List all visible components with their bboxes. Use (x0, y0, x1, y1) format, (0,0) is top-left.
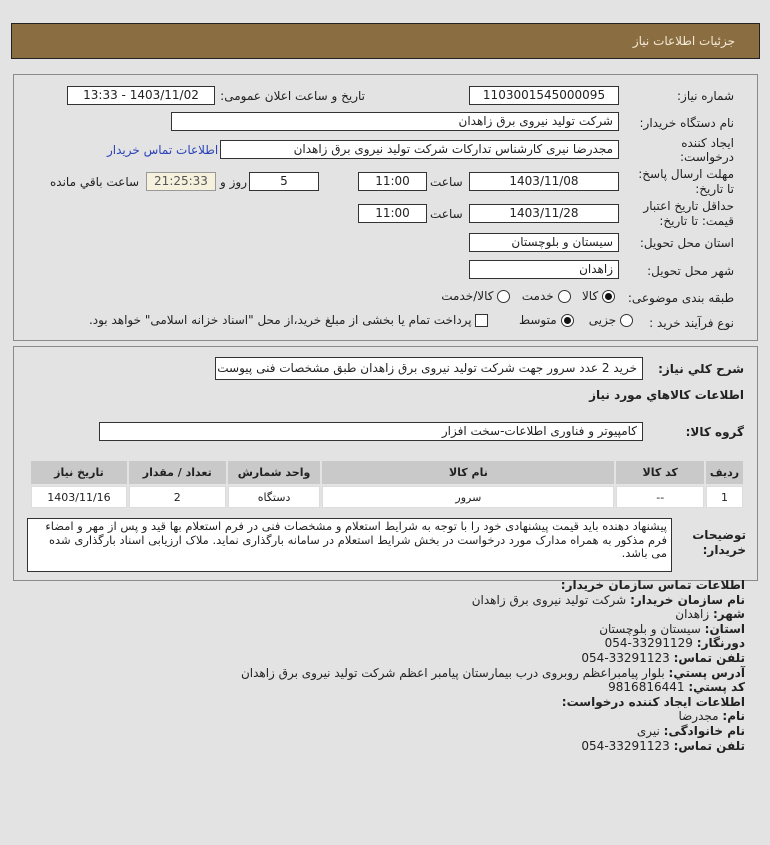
col-unit: واحد شمارش (227, 461, 321, 484)
buyer-contact-link[interactable]: اطلاعات تماس خریدار (107, 143, 219, 157)
validity-date-field[interactable]: 1403/11/28 (469, 204, 619, 223)
cell-qty: 2 (128, 486, 226, 508)
validity-time-label: ساعت (430, 207, 463, 221)
goods-table: ردیف کد کالا نام کالا واحد شمارش تعداد /… (29, 459, 745, 510)
category-goods-radio[interactable] (602, 290, 615, 303)
category-radio-group: کالا خدمت کالا/خدمت (441, 289, 615, 303)
cell-unit: دستگاه (227, 486, 321, 508)
remaining-label: ساعت باقي مانده (50, 175, 140, 189)
col-date: تاریخ نیاز (31, 461, 127, 484)
deadline-label: مهلت ارسال پاسخ: تا تاریخ: (638, 167, 734, 196)
process-label: نوع فرآیند خرید : (649, 316, 734, 330)
announce-field[interactable]: 1403/11/02 - 13:33 (67, 86, 215, 105)
province-field[interactable]: سیستان و بلوچستان (469, 233, 619, 252)
goods-heading: اطلاعات کالاهاي مورد نياز (589, 388, 744, 402)
city-label: شهر: (713, 607, 745, 622)
fax-value: 33291129-054 (604, 636, 693, 651)
notes-label: توضیحات خریدار: (692, 528, 746, 557)
province-value: سیستان و بلوچستان (599, 621, 701, 636)
city-value: زاهدان (675, 607, 710, 622)
address-label: آدرس پستي: (668, 665, 745, 680)
cell-name: سرور (322, 486, 615, 508)
validity-time-field[interactable]: 11:00 (358, 204, 427, 223)
announce-label: تاریخ و ساعت اعلان عمومی: (220, 89, 365, 103)
name-value: مجدرضا (678, 709, 719, 724)
city-field[interactable]: زاهدان (469, 260, 619, 279)
buyer-notes: پیشنهاد دهنده باید قیمت پیشنهادی خود را … (27, 518, 672, 572)
phone-label: تلفن تماس: (673, 650, 745, 665)
summary-field[interactable]: خرید 2 عدد سرور جهت شرکت تولید نیروی برق… (215, 357, 643, 380)
need-number-label: شماره نیاز: (677, 89, 734, 103)
deadline-time-label: ساعت (430, 175, 463, 189)
col-row: ردیف (706, 461, 743, 484)
org-value: شرکت تولید نیروی برق زاهدان (471, 592, 627, 607)
page-header: جزئیات اطلاعات نیاز (11, 23, 760, 59)
buyer-label: نام دستگاه خریدار: (639, 116, 735, 130)
postal-label: کد پستي: (688, 680, 745, 695)
cell-date: 1403/11/16 (31, 486, 127, 508)
creator-field[interactable]: مجدرضا نیری کارشناس تدارکات شرکت تولید ن… (220, 140, 619, 159)
name-label: نام: (722, 709, 745, 724)
process-minor-radio[interactable] (620, 314, 633, 327)
creator-heading: اطلاعات ایجاد کننده درخواست: (561, 694, 745, 709)
buyer-contact-info: اطلاعات تماس سازمان خریدار: نام سازمان خ… (241, 578, 745, 753)
buyer-field[interactable]: شرکت تولید نیروی برق زاهدان (171, 112, 619, 131)
remaining-time-field: 21:25:33 (146, 172, 216, 191)
treasury-payment-checkbox[interactable] (475, 314, 489, 327)
treasury-payment-label: پرداخت تمام یا بخشی از مبلغ خرید،از محل … (88, 313, 472, 327)
phone-value: 33291123-054 (581, 650, 670, 665)
category-goods-service-radio[interactable] (497, 290, 511, 303)
family-label: نام خانوادگی: (663, 723, 745, 738)
category-service-label: خدمت (521, 289, 554, 303)
table-row: 1 -- سرور دستگاه 2 1403/11/16 (31, 486, 743, 508)
col-name: نام کالا (322, 461, 615, 484)
creator-phone-label: تلفن تماس: (673, 738, 745, 753)
process-medium-radio[interactable] (560, 314, 574, 327)
category-service-radio[interactable] (557, 290, 571, 303)
col-qty: تعداد / مقدار (128, 461, 226, 484)
cell-row: 1 (706, 486, 743, 508)
process-minor-label: جزیی (588, 313, 617, 327)
deadline-date-field[interactable]: 1403/11/08 (469, 172, 619, 191)
cell-code: -- (616, 486, 705, 508)
family-value: نیری (636, 723, 660, 738)
process-radio-group: جزیی متوسط پرداخت تمام یا بخشی از مبلغ خ… (89, 313, 633, 327)
deadline-time-field[interactable]: 11:00 (358, 172, 427, 191)
province-label: استان محل تحویل: (639, 236, 734, 250)
col-code: کد کالا (616, 461, 705, 484)
postal-value: 9816816441 (608, 680, 685, 695)
table-header-row: ردیف کد کالا نام کالا واحد شمارش تعداد /… (31, 461, 743, 484)
fax-label: دورنگار: (696, 636, 745, 651)
org-label: نام سازمان خریدار: (630, 592, 745, 607)
goods-group-label: گروه کالا: (685, 425, 744, 439)
validity-label: حداقل تاریخ اعتبار قیمت: تا تاریخ: (643, 199, 734, 228)
category-label: طبقه بندی موضوعی: (627, 291, 734, 305)
need-number-field[interactable]: 1103001545000095 (469, 86, 619, 105)
goods-group-field[interactable]: کامپیوتر و فناوری اطلاعات-سخت افزار (99, 422, 643, 441)
city-label: شهر محل تحویل: (647, 264, 734, 278)
creator-label: ایجاد کننده درخواست: (680, 136, 734, 164)
category-goods-label: کالا (581, 289, 599, 303)
page-title: جزئیات اطلاعات نیاز (632, 34, 735, 48)
process-medium-label: متوسط (518, 313, 557, 327)
province-label: استان: (704, 621, 745, 636)
days-field[interactable]: 5 (249, 172, 319, 191)
days-label: روز و (220, 175, 247, 189)
creator-phone-value: 33291123-054 (581, 738, 670, 753)
category-goods-service-label: کالا/خدمت (441, 289, 494, 303)
address-value: بلوار پیامبراعظم روبروی درب بیمارستان پی… (240, 665, 665, 680)
contact-heading: اطلاعات تماس سازمان خریدار: (560, 578, 745, 592)
summary-label: شرح کلي نياز: (658, 362, 744, 376)
